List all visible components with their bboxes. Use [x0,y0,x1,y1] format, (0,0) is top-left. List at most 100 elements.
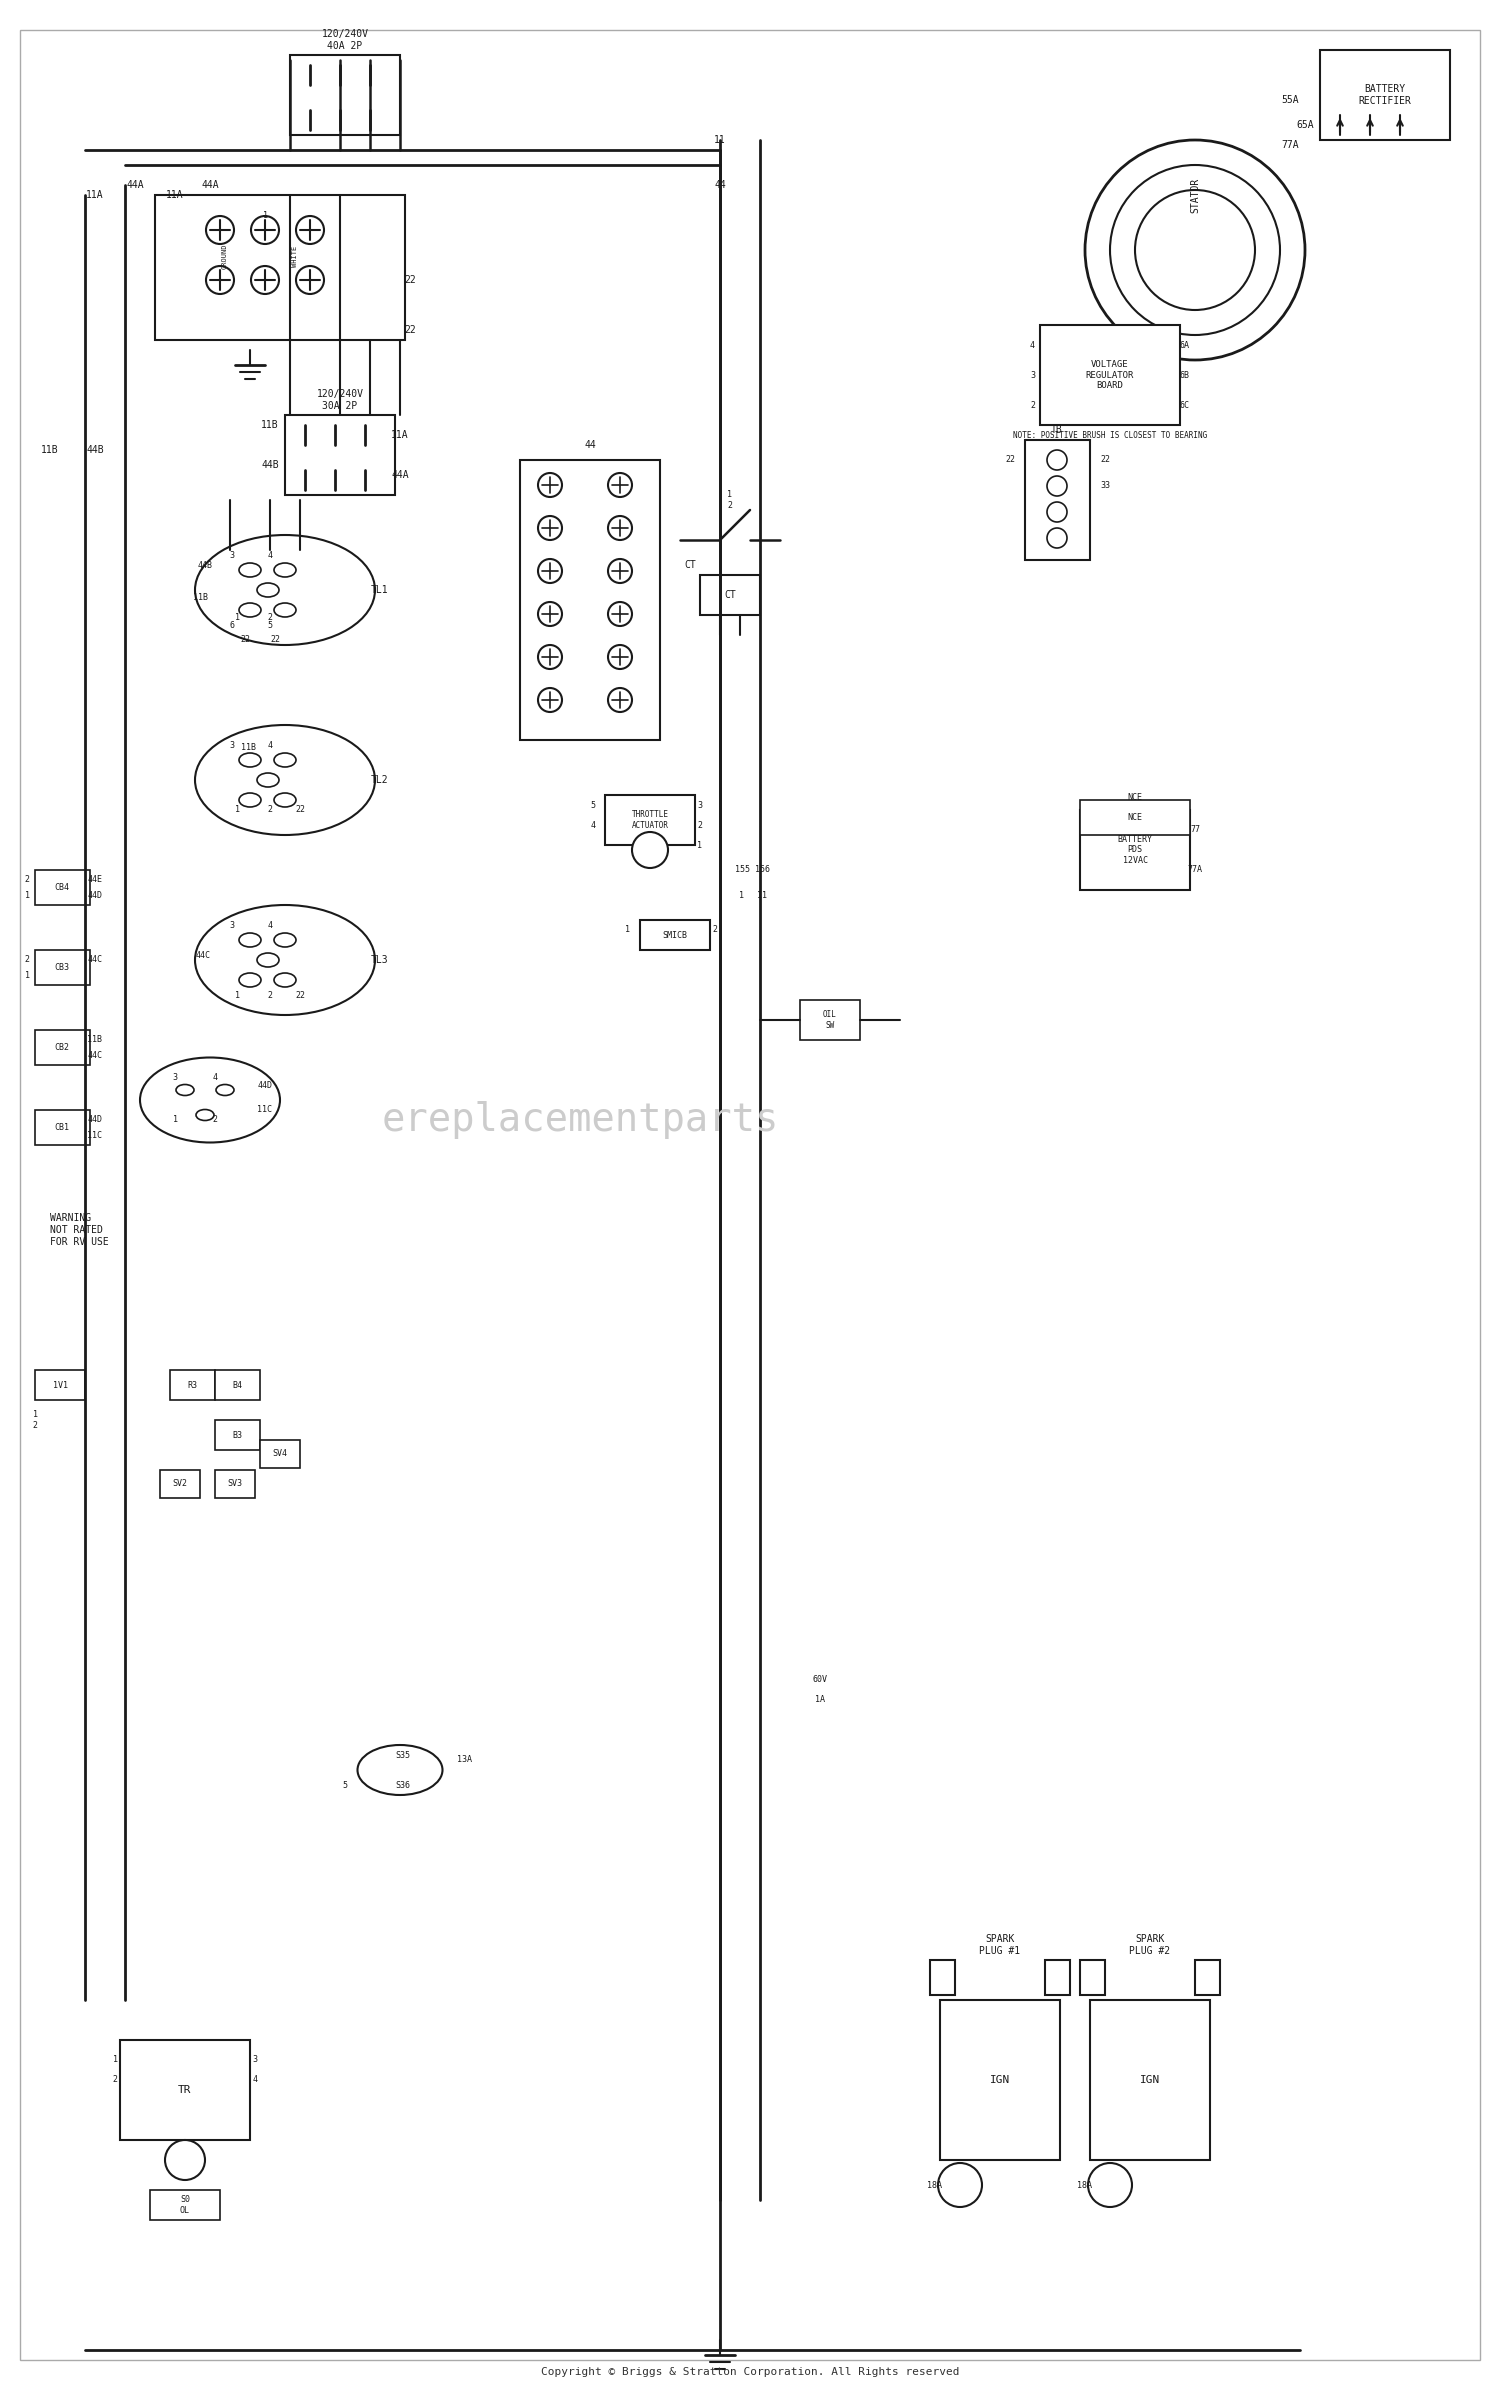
Bar [1196,1961,1219,1994]
Text: 3: 3 [1030,370,1035,380]
Circle shape [538,688,562,712]
Circle shape [296,215,324,244]
Circle shape [538,645,562,669]
Text: 60V: 60V [813,1676,828,1684]
Text: CB1: CB1 [54,1122,69,1132]
Text: 18A: 18A [1077,2180,1092,2190]
Text: 2: 2 [267,991,273,1001]
Circle shape [1047,528,1066,547]
Text: SV4: SV4 [273,1450,288,1459]
Text: 77A: 77A [1188,864,1203,874]
Bar [34,950,90,984]
Text: 1: 1 [112,2056,117,2066]
Text: 11: 11 [758,891,766,900]
Text: 4: 4 [252,2075,258,2085]
Text: 4: 4 [267,552,273,559]
Circle shape [1110,165,1280,334]
Text: 3: 3 [172,1075,177,1082]
Text: 4: 4 [267,919,273,929]
Circle shape [608,516,631,540]
Text: 11C: 11C [87,1130,102,1139]
Text: IGN: IGN [1140,2075,1160,2085]
Text: 44A: 44A [126,179,144,191]
Text: 18A: 18A [927,2180,942,2190]
Bar [290,55,400,136]
Ellipse shape [274,972,296,986]
Text: CB4: CB4 [54,884,69,891]
Text: 11: 11 [714,136,726,146]
Text: 11C: 11C [258,1106,273,1115]
Circle shape [206,265,234,294]
Text: BATTERY
PDS
12VAC: BATTERY PDS 12VAC [1118,836,1152,864]
Text: 1A: 1A [815,1695,825,1705]
Text: GROUND: GROUND [222,244,228,270]
Text: S0
OL: S0 OL [180,2195,190,2214]
Text: 44D: 44D [258,1079,273,1089]
Bar [1040,325,1180,425]
Circle shape [1136,191,1256,310]
Text: 4: 4 [591,821,596,829]
Text: VOLTAGE
REGULATOR
BOARD: VOLTAGE REGULATOR BOARD [1086,361,1134,389]
Text: TB: TB [1052,425,1064,435]
Text: CB2: CB2 [54,1044,69,1051]
Text: 5: 5 [591,800,596,810]
Text: 1V1: 1V1 [53,1380,68,1390]
Text: 44B: 44B [86,444,104,456]
Text: STATOR: STATOR [1190,177,1200,213]
Bar [150,2190,220,2221]
Ellipse shape [195,726,375,836]
Ellipse shape [256,583,279,597]
Text: 44: 44 [714,179,726,191]
Text: WHITE: WHITE [292,246,298,267]
Ellipse shape [196,1110,214,1120]
Text: SMICB: SMICB [663,931,687,938]
Text: BATTERY
RECTIFIER: BATTERY RECTIFIER [1359,84,1411,105]
Text: 5: 5 [267,621,273,630]
Text: TL2: TL2 [370,776,388,786]
Circle shape [1088,2164,1132,2207]
Circle shape [538,559,562,583]
Text: 2: 2 [267,611,273,621]
Text: 1: 1 [172,1115,177,1125]
Text: 120/240V
40A 2P: 120/240V 40A 2P [321,29,369,50]
Ellipse shape [195,535,375,645]
Bar [640,919,710,950]
Ellipse shape [357,1746,442,1796]
Bar [160,1471,200,1497]
Text: 1: 1 [236,805,240,814]
Text: 6C: 6C [1180,401,1190,408]
Text: 11B: 11B [40,444,58,456]
Bar [214,1371,260,1399]
Circle shape [1047,449,1066,470]
Text: 4: 4 [1030,341,1035,349]
Bar [930,1961,956,1994]
Circle shape [608,645,631,669]
Text: 2: 2 [24,876,30,884]
Ellipse shape [176,1084,194,1096]
Ellipse shape [216,1084,234,1096]
Bar [34,1110,90,1144]
Text: 22: 22 [296,991,304,1001]
Ellipse shape [256,774,279,788]
Bar [520,461,660,740]
Text: 1: 1 [236,991,240,1001]
Text: 22: 22 [1100,456,1110,466]
Circle shape [608,559,631,583]
Text: 11B: 11B [261,420,279,430]
Text: 156: 156 [754,864,770,874]
Text: TR: TR [178,2085,192,2094]
Text: IGN: IGN [990,2075,1010,2085]
Bar [154,196,405,339]
Text: 3: 3 [230,919,234,929]
Text: 1: 1 [740,891,744,900]
Bar [1024,439,1090,561]
Bar [700,576,760,616]
Text: 1: 1 [24,891,30,900]
Text: 2: 2 [712,927,717,934]
Text: 22: 22 [1005,456,1016,466]
Ellipse shape [274,752,296,767]
Bar [1080,1961,1106,1994]
Circle shape [296,265,324,294]
Text: SV2: SV2 [172,1481,188,1488]
Text: 2: 2 [112,2075,117,2085]
